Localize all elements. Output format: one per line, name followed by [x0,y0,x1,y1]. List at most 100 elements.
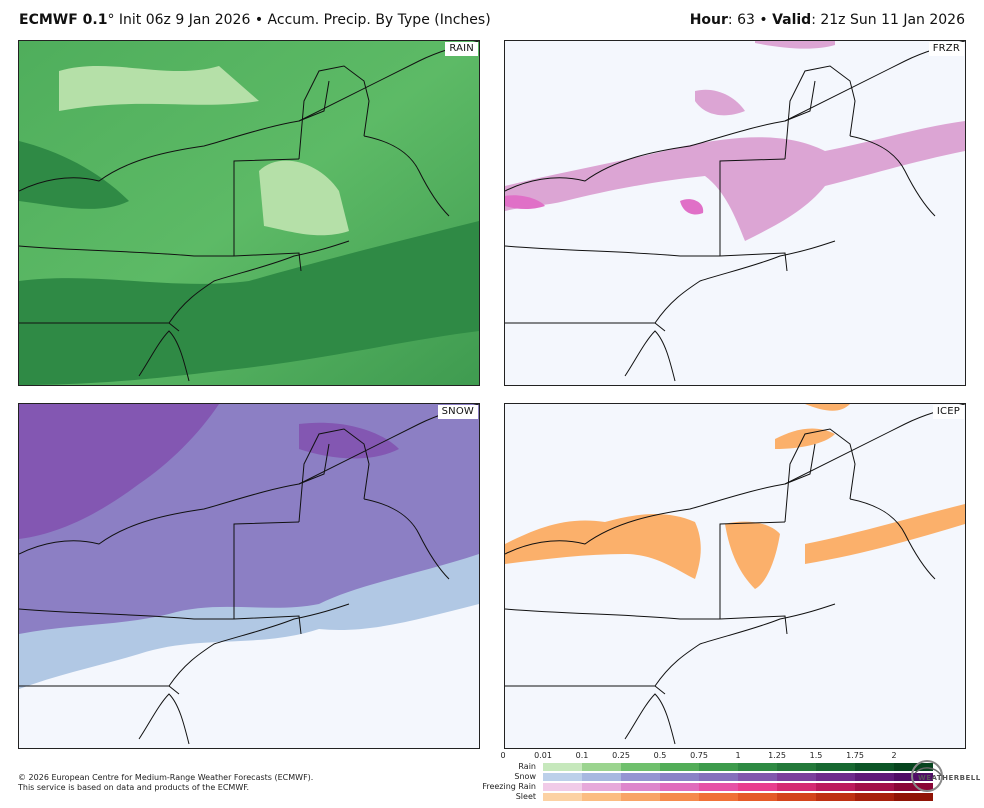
frzr-patch [695,89,745,116]
rain-light-band [59,66,259,111]
boundary-line [784,443,816,485]
valid-value: : 21z Sun 11 Jan 2026 [811,12,965,28]
legend-swatch [855,793,894,801]
legend-tick: 1.75 [846,751,864,760]
weatherbell-logo [911,760,943,792]
legend-swatch [621,773,660,781]
frzr-map [505,41,965,382]
product-name: Accum. Precip. By Type (Inches) [267,12,491,28]
valid-time: Hour: 63 • Valid: 21z Sun 11 Jan 2026 [690,12,965,28]
legend-swatch [738,783,777,791]
boundary-line [719,521,786,619]
legend-tick: 0.5 [653,751,667,760]
boundary-line [719,252,788,272]
legend-row-label: Rain [518,762,536,771]
legend-swatch-row [543,763,933,771]
icep-borders [505,404,965,745]
boundary-line [784,65,856,160]
legend-swatch [699,763,738,771]
legend-swatch [543,783,582,791]
legend-swatch [855,773,894,781]
degree-symbol: ° [107,12,115,28]
boundary-line [363,498,450,580]
boundary-line [233,252,302,272]
boundary-line [505,608,720,620]
rain-borders [19,41,479,382]
rain-heavy-band [19,221,479,385]
legend-tick: 1.25 [768,751,786,760]
legend-swatch [855,763,894,771]
boundary-line [233,158,300,256]
snow-label: SNOW [437,405,478,419]
boundary-line [505,685,666,695]
legend-swatch [660,783,699,791]
legend-tick: 2 [891,751,897,760]
legend-swatch [621,783,660,791]
boundary-line [19,608,234,620]
rain-map [19,41,479,385]
legend-swatch [543,763,582,771]
snow-heavy-west [19,404,219,539]
frzr-borders [505,41,965,382]
legend-swatch [582,773,621,781]
legend-tick: 0.25 [612,751,630,760]
legend-swatch [738,763,777,771]
precip-legend: 0 0.01 0.1 0.25 0.5 0.75 1 1.25 1.5 1.75 2 Rain Sno… [440,750,933,806]
boundary-line [298,80,330,122]
boundary-line [719,615,788,635]
legend-swatch-row [543,793,933,801]
boundary-line [849,498,936,580]
boundary-line [505,322,666,332]
legend-swatch [660,763,699,771]
legend-swatch [660,793,699,801]
legend-row-label: Sleet [515,792,536,801]
boundary-line [298,428,370,523]
copyright: © 2026 European Centre for Medium-Range … [18,773,313,793]
frzr-heavy-1 [680,199,704,215]
boundary-line [298,443,330,485]
boundary-line [233,521,300,619]
legend-row-label: Snow [514,772,536,781]
boundary-line [654,240,836,324]
legend-swatch [777,763,816,771]
icep-central [725,521,780,589]
legend-swatch [777,793,816,801]
snow-heavy-east [299,422,399,459]
logo-text: WEATHERBELL [918,774,981,782]
bullet: • [254,12,264,28]
legend-tick: 0 [500,751,506,760]
legend-swatch [621,793,660,801]
frzr-label: FRZR [928,42,964,56]
boundary-line [654,603,836,687]
boundary-line [138,330,190,382]
legend-row-label: Freezing Rain [482,782,536,791]
legend-swatch [816,773,855,781]
legend-swatch [738,773,777,781]
bullet: • [759,12,768,28]
icep-east [805,504,965,564]
rain-light-area [259,160,349,236]
boundary-line [168,603,350,687]
legend-tick: 0.1 [575,751,589,760]
legend-swatch [582,793,621,801]
legend-swatch [816,793,855,801]
boundary-line [168,240,350,324]
legend-swatch [699,783,738,791]
legend-swatch [699,773,738,781]
init-time: Init 06z 9 Jan 2026 [118,12,251,28]
legend-swatch [894,763,933,771]
legend-swatch [777,783,816,791]
legend-swatch [894,783,933,791]
legend-tick: 1 [735,751,741,760]
copyright-line-1: © 2026 European Centre for Medium-Range … [18,773,314,782]
legend-swatch [894,793,933,801]
snow-map [19,404,479,748]
boundary-line [19,245,234,257]
boundary-line [505,404,965,555]
boundary-line [19,41,479,192]
boundary-line [505,245,720,257]
map-title: ECMWF 0.1° Init 06z 9 Jan 2026 • Accum. … [19,12,491,28]
frzr-top [755,41,835,49]
snow-panel: SNOW [18,403,480,749]
boundary-line [624,693,676,745]
